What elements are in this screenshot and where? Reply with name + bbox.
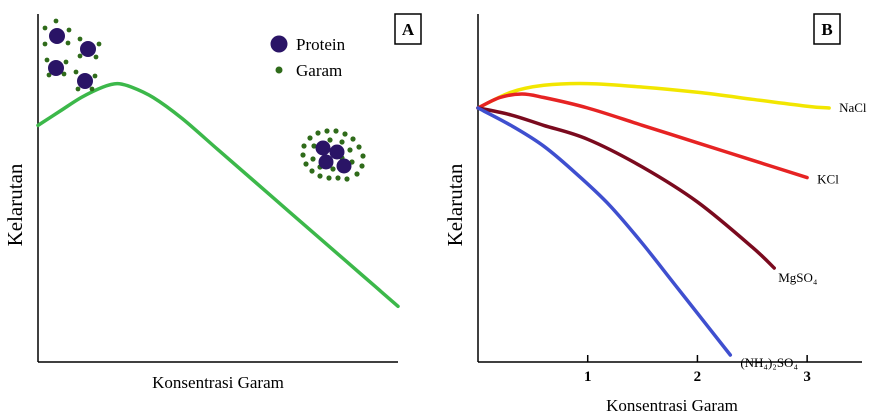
- panel-b-x-label: Konsentrasi Garam: [606, 396, 738, 415]
- series-nacl-line: [476, 81, 831, 110]
- x-tick-label-1: 1: [584, 369, 592, 385]
- legend-protein-marker: [270, 35, 288, 53]
- panel-b-series-labels: NaCl KCl MgSO₄ (NH₄)₂SO₄: [740, 100, 867, 370]
- series--nh-so--line: [476, 106, 733, 357]
- panel-b-series: [476, 81, 831, 357]
- legend-protein-label: Protein: [296, 35, 346, 54]
- panel-b-letter-box: B: [813, 13, 841, 45]
- panel-b-y-label: Kelarutan: [443, 163, 467, 246]
- x-tick-label-2: 2: [694, 369, 702, 385]
- panel-a-letter-box: A: [394, 13, 422, 45]
- panel-a-x-label: Konsentrasi Garam: [152, 373, 284, 392]
- legend: Protein Garam: [270, 35, 346, 80]
- panel-a-letter: A: [402, 20, 415, 39]
- series-mgso--line: [476, 106, 776, 270]
- legend-garam-marker: [275, 66, 283, 74]
- panel-b-letter: B: [821, 20, 832, 39]
- series-0-line: [36, 81, 400, 309]
- series-kcl-line: [476, 92, 809, 180]
- series-label-kcl: KCl: [817, 172, 839, 187]
- panel-a: A Kelarutan Konsentrasi Garam Protein Ga…: [3, 13, 422, 392]
- x-tick-label-3: 3: [803, 369, 811, 385]
- series-label--nh-so-: (NH₄)₂SO₄: [740, 355, 798, 370]
- panel-a-series: [36, 81, 400, 309]
- panel-b-ticks: 1 2 3: [584, 355, 811, 385]
- panel-b: B Kelarutan Konsentrasi Garam 1 2 3 NaCl KC…: [443, 13, 867, 415]
- series-label-mgso-: MgSO₄: [778, 270, 818, 285]
- protein-salt-dispersed-illustration: [42, 18, 102, 92]
- series-label-nacl: NaCl: [839, 100, 867, 115]
- legend-garam-label: Garam: [296, 61, 342, 80]
- protein-salt-aggregate-illustration: [300, 128, 366, 182]
- panel-a-y-label: Kelarutan: [3, 163, 27, 246]
